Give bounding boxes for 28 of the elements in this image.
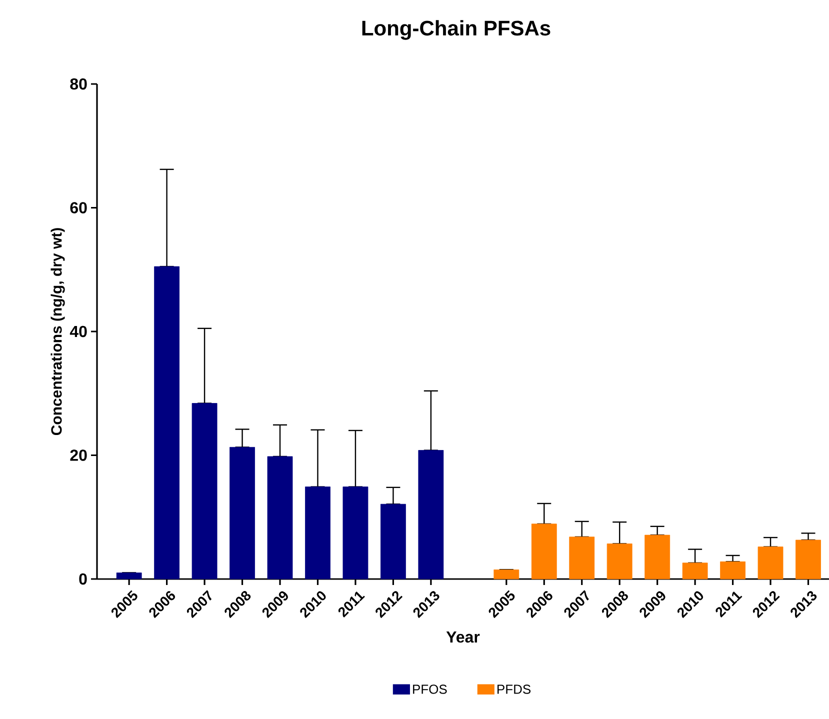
bar <box>305 486 330 580</box>
bar <box>342 486 368 580</box>
bar <box>796 540 821 580</box>
bar <box>720 561 746 580</box>
bar <box>644 534 670 580</box>
bar <box>380 504 406 580</box>
y-axis-title: Concentrations (ng/g, dry wt) <box>50 228 65 436</box>
bar <box>418 450 444 580</box>
x-axis-title: Year <box>446 632 480 643</box>
bar <box>758 546 784 580</box>
chart-title: Long-Chain PFSAs <box>362 20 550 40</box>
y-tick-label: 40 <box>70 326 87 338</box>
bar <box>682 562 708 580</box>
bar <box>569 536 595 580</box>
y-tick-label: 60 <box>70 202 87 214</box>
y-tick-label: 0 <box>79 573 87 585</box>
bar <box>230 446 255 580</box>
legend-label: PFDS <box>498 684 531 694</box>
legend-label: PFOS <box>413 684 447 694</box>
bar <box>116 572 142 580</box>
bar <box>606 544 632 580</box>
bar <box>267 456 293 580</box>
bar <box>531 524 557 580</box>
y-tick-label: 20 <box>70 450 87 461</box>
y-tick-label: 80 <box>70 78 87 90</box>
bar <box>192 403 218 580</box>
bar <box>154 266 180 580</box>
bar <box>494 570 520 580</box>
